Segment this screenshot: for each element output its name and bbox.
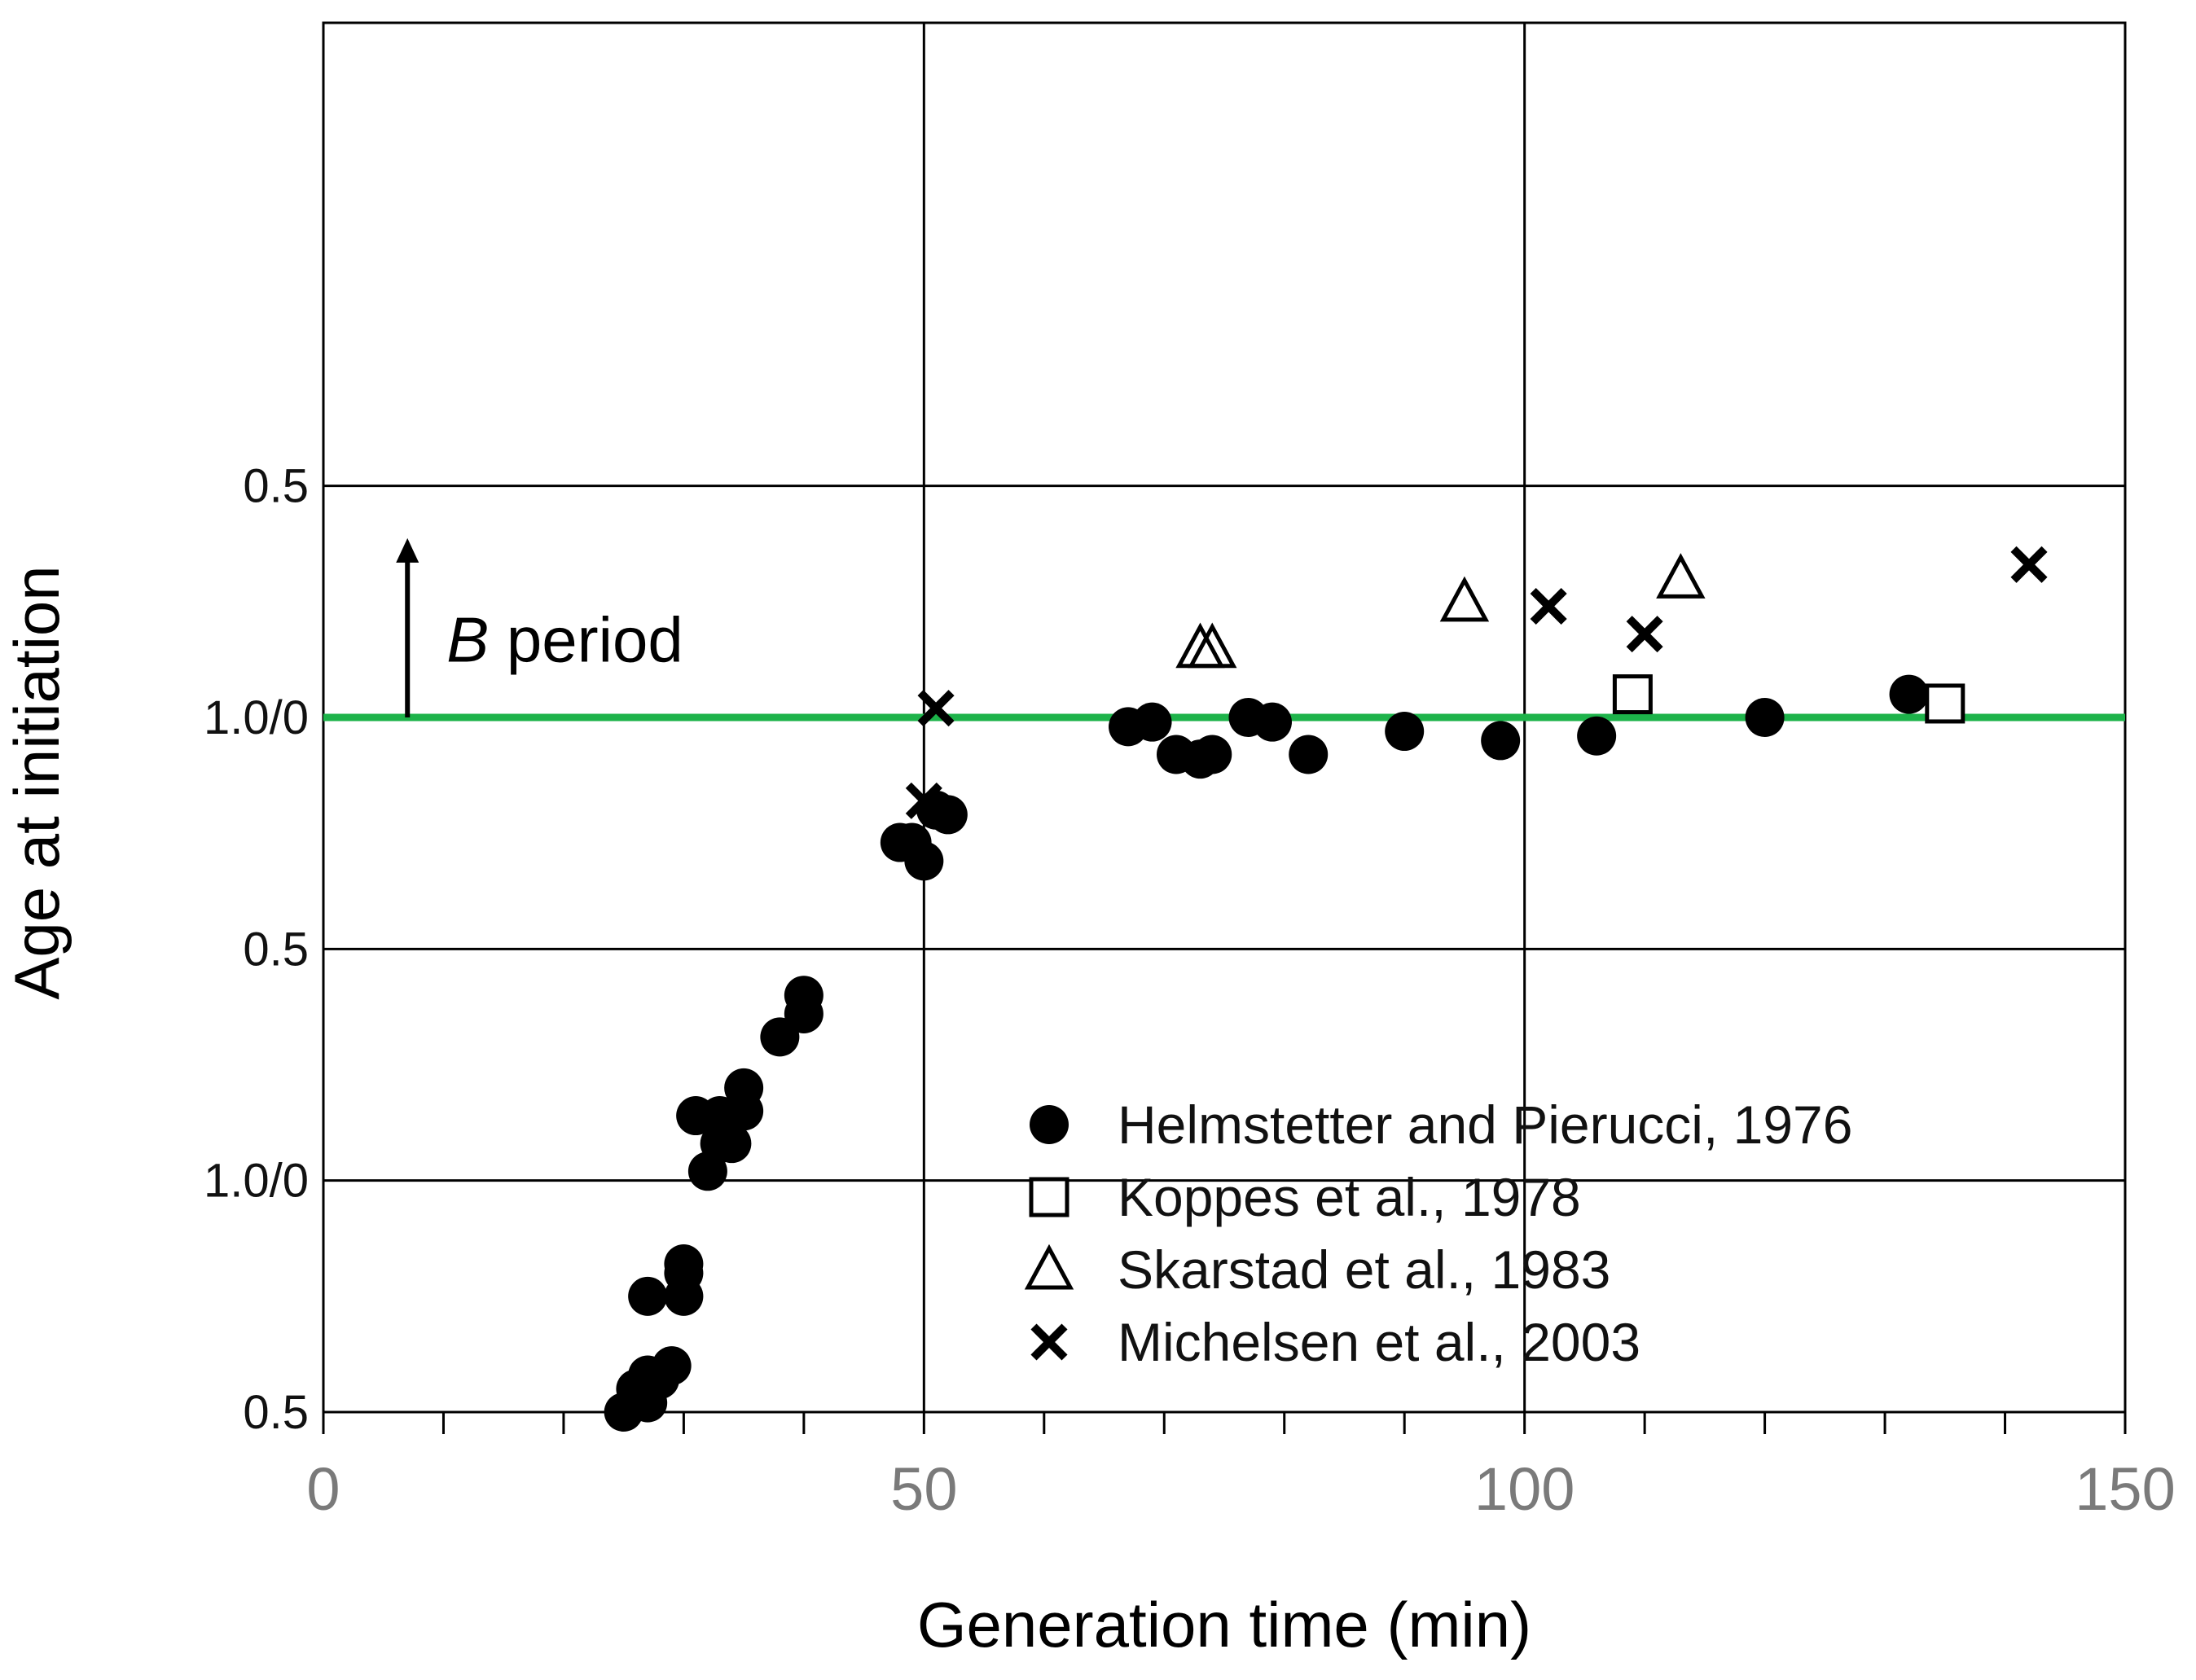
legend-label: Michelsen et al., 2003 bbox=[1118, 1312, 1640, 1372]
data-point-filled-circle bbox=[1252, 702, 1292, 742]
data-point-filled-circle bbox=[724, 1068, 764, 1108]
x-tick-label: 100 bbox=[1474, 1455, 1575, 1523]
cross-stroke bbox=[1626, 616, 1663, 653]
x-tick-label: 150 bbox=[2075, 1455, 2175, 1523]
b-period-arrow-head bbox=[396, 537, 419, 563]
cross-stroke bbox=[1530, 587, 1567, 625]
legend-label: Helmstetter and Pierucci, 1976 bbox=[1118, 1094, 1852, 1155]
data-point-filled-circle bbox=[652, 1346, 692, 1386]
data-point-filled-circle bbox=[1745, 698, 1785, 737]
legend-label: Koppes et al., 1978 bbox=[1118, 1167, 1581, 1227]
y-tick-label: 1.0/0 bbox=[204, 1155, 309, 1208]
y-tick-label: 0.5 bbox=[243, 923, 309, 976]
data-point-filled-circle bbox=[628, 1276, 668, 1316]
legend-marker-filled-circle bbox=[1030, 1105, 1069, 1144]
data-point-open-square bbox=[1612, 674, 1653, 715]
legend-marker-cross bbox=[1030, 1323, 1068, 1361]
legend-label: Skarstad et al., 1983 bbox=[1118, 1239, 1610, 1300]
x-axis-title: Generation time (min) bbox=[917, 1589, 1531, 1660]
data-point-filled-circle bbox=[1289, 735, 1329, 774]
data-point-cross bbox=[905, 782, 942, 819]
data-point-cross bbox=[917, 690, 955, 727]
cross-stroke bbox=[2010, 546, 2048, 583]
data-point-open-triangle bbox=[1439, 576, 1490, 622]
x-tick-label: 0 bbox=[306, 1455, 340, 1523]
data-point-cross bbox=[1626, 616, 1663, 653]
data-point-filled-circle bbox=[1577, 716, 1617, 756]
data-point-cross bbox=[2010, 546, 2048, 583]
x-tick-label: 50 bbox=[890, 1455, 957, 1523]
data-point-filled-circle bbox=[1192, 735, 1232, 774]
data-point-filled-circle bbox=[904, 841, 944, 881]
cross-stroke bbox=[905, 782, 942, 819]
data-point-filled-circle bbox=[784, 976, 824, 1015]
y-tick-label: 0.5 bbox=[243, 1386, 309, 1439]
data-point-filled-circle bbox=[1385, 712, 1425, 752]
y-axis-title: Age at initiation bbox=[1, 565, 72, 999]
legend-marker-open-square bbox=[1029, 1177, 1069, 1217]
data-point-filled-circle bbox=[712, 1124, 752, 1164]
cross-stroke bbox=[917, 690, 955, 727]
data-point-open-triangle bbox=[1188, 622, 1237, 669]
data-point-open-square bbox=[1925, 683, 1965, 724]
b-period-label-italic: B bbox=[446, 603, 489, 675]
y-tick-label: 1.0/0 bbox=[204, 691, 309, 744]
b-period-label-text: period bbox=[489, 603, 683, 675]
data-point-open-triangle bbox=[1656, 553, 1706, 599]
data-point-filled-circle bbox=[928, 795, 968, 835]
b-period-label: B period bbox=[446, 603, 683, 675]
data-point-filled-circle bbox=[1481, 721, 1521, 761]
data-point-filled-circle bbox=[1889, 674, 1929, 714]
data-point-filled-circle bbox=[664, 1244, 704, 1284]
cross-stroke bbox=[1030, 1323, 1068, 1361]
data-point-filled-circle bbox=[760, 1017, 800, 1057]
data-point-cross bbox=[1530, 587, 1567, 625]
legend-marker-open-triangle bbox=[1024, 1244, 1074, 1290]
data-point-filled-circle bbox=[1132, 702, 1172, 742]
y-tick-label: 0.5 bbox=[243, 460, 309, 513]
